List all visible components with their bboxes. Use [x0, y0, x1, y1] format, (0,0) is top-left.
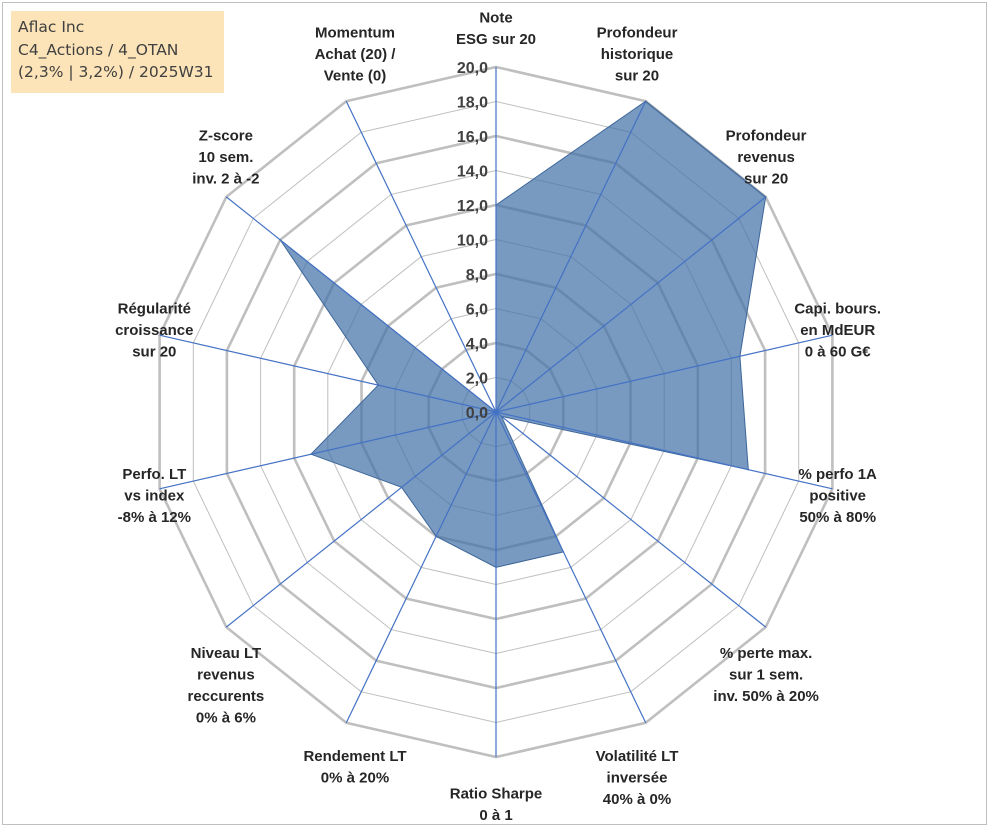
axis-label-7-line-1: 0 à 1 [479, 807, 512, 824]
spoke-3 [495, 334, 833, 413]
axis-label-0-line-0: Note [479, 10, 512, 27]
spoke-2 [495, 196, 767, 413]
axis-label-12-line-2: inv. 2 à -2 [192, 171, 259, 188]
axis-label-1-line-0: Profondeur [597, 25, 678, 42]
radial-tick-labels: 0,0 2,0 4,0 6,0 8,0 10,0 12,0 14,0 16,0 18,0 20,0 [457, 60, 488, 422]
axis-label-6-line-2: 40% à 0% [603, 791, 671, 808]
tick-label-0: 0,0 [466, 405, 488, 422]
tick-label-9: 18,0 [457, 95, 488, 112]
spoke-13 [345, 100, 497, 413]
spoke-11 [159, 334, 497, 413]
axis-label-12: Z-score 10 sem. inv. 2 à -2 [192, 128, 259, 188]
axis-label-4: % perfo 1A positive 50% à 80% [799, 466, 878, 526]
axis-label-4-line-1: positive [809, 487, 866, 504]
spoke-5 [495, 411, 767, 628]
axis-label-9: Niveau LT revenus reccurents 0% à 6% [188, 645, 265, 727]
tick-label-5: 10,0 [457, 233, 488, 250]
axis-label-9-line-0: Niveau LT [191, 645, 262, 662]
axis-labels: Note ESG sur 20 Profondeur historique sur 20… [115, 10, 881, 825]
axis-label-9-line-3: 0% à 6% [196, 709, 256, 726]
title-company: Aflac Inc [18, 18, 85, 36]
spoke-6 [495, 411, 647, 724]
axis-label-11-line-0: Régularité [118, 301, 191, 318]
spoke-9 [225, 411, 497, 628]
axis-label-5-line-1: sur 1 sem. [729, 666, 803, 683]
axis-label-13-line-0: Momentum [315, 25, 395, 42]
axis-label-6-line-1: inversée [607, 769, 668, 786]
spoke-10 [159, 411, 497, 490]
axis-label-6-line-0: Volatilité LT [596, 748, 679, 765]
spoke-8 [345, 411, 497, 724]
axis-label-8-line-1: 0% à 20% [321, 769, 389, 786]
axis-label-8-line-0: Rendement LT [303, 748, 406, 765]
axis-label-0: Note ESG sur 20 [456, 10, 536, 49]
title-category: C4_Actions / 4_OTAN [18, 40, 179, 59]
axis-label-9-line-1: revenus [197, 666, 255, 683]
axis-label-11: Régularité croissance sur 20 [115, 301, 193, 361]
axis-label-6: Volatilité LT inversée 40% à 0% [596, 748, 679, 808]
tick-label-3: 6,0 [466, 302, 488, 319]
axis-label-11-line-2: sur 20 [132, 344, 176, 361]
axis-label-10: Perfo. LT vs index -8% à 12% [118, 466, 191, 526]
axis-label-11-line-1: croissance [115, 322, 193, 339]
axis-label-8: Rendement LT 0% à 20% [303, 748, 406, 787]
chart-title-box: Aflac Inc C4_Actions / 4_OTAN (2,3% | 3,… [11, 11, 224, 93]
axis-label-0-line-1: ESG sur 20 [456, 31, 536, 48]
axis-label-9-line-2: reccurents [188, 688, 265, 705]
spoke-4 [495, 411, 833, 490]
tick-label-7: 14,0 [457, 164, 488, 181]
tick-label-6: 12,0 [457, 198, 488, 215]
axis-label-2: Profondeur revenus sur 20 [726, 128, 807, 188]
tick-label-8: 16,0 [457, 129, 488, 146]
axis-label-13: Momentum Achat (20) / Vente (0) [315, 25, 397, 85]
spoke-1 [495, 100, 647, 413]
axis-label-2-line-0: Profondeur [726, 128, 807, 145]
axis-label-1: Profondeur historique sur 20 [597, 25, 678, 85]
radar-spokes [159, 67, 833, 757]
spoke-12 [225, 196, 497, 413]
axis-label-10-line-0: Perfo. LT [122, 466, 186, 483]
axis-label-3-line-1: en MdEUR [800, 322, 875, 339]
axis-label-13-line-1: Achat (20) / [315, 46, 397, 63]
axis-label-5-line-2: inv. 50% à 20% [713, 688, 819, 705]
axis-label-4-line-2: 50% à 80% [799, 509, 876, 526]
axis-label-3-line-2: 0 à 60 G€ [805, 344, 872, 361]
axis-label-10-line-1: vs index [124, 487, 185, 504]
axis-label-7-line-0: Ratio Sharpe [450, 786, 543, 803]
axis-label-5: % perte max. sur 1 sem. inv. 50% à 20% [713, 645, 819, 705]
title-period: (2,3% | 3,2%) / 2025W31 [18, 63, 214, 81]
tick-label-2: 4,0 [466, 336, 488, 353]
axis-label-1-line-1: historique [601, 46, 674, 63]
axis-label-3: Capi. bours. en MdEUR 0 à 60 G€ [794, 301, 881, 361]
axis-label-5-line-0: % perte max. [720, 645, 813, 662]
radar-series [279, 100, 767, 569]
tick-label-1: 2,0 [466, 371, 488, 388]
axis-label-2-line-2: sur 20 [744, 171, 788, 188]
axis-label-4-line-0: % perfo 1A [799, 466, 878, 483]
axis-label-12-line-1: 10 sem. [198, 149, 253, 166]
tick-label-4: 8,0 [466, 267, 488, 284]
tick-label-10: 20,0 [457, 60, 488, 77]
axis-label-12-line-0: Z-score [199, 128, 253, 145]
axis-label-1-line-2: sur 20 [615, 68, 659, 85]
series-area [279, 100, 767, 568]
axis-label-7: Ratio Sharpe 0 à 1 [450, 786, 543, 825]
axis-label-3-line-0: Capi. bours. [794, 301, 881, 318]
axis-label-13-line-2: Vente (0) [324, 68, 387, 85]
axis-label-10-line-2: -8% à 12% [118, 509, 191, 526]
axis-label-2-line-1: revenus [737, 149, 795, 166]
